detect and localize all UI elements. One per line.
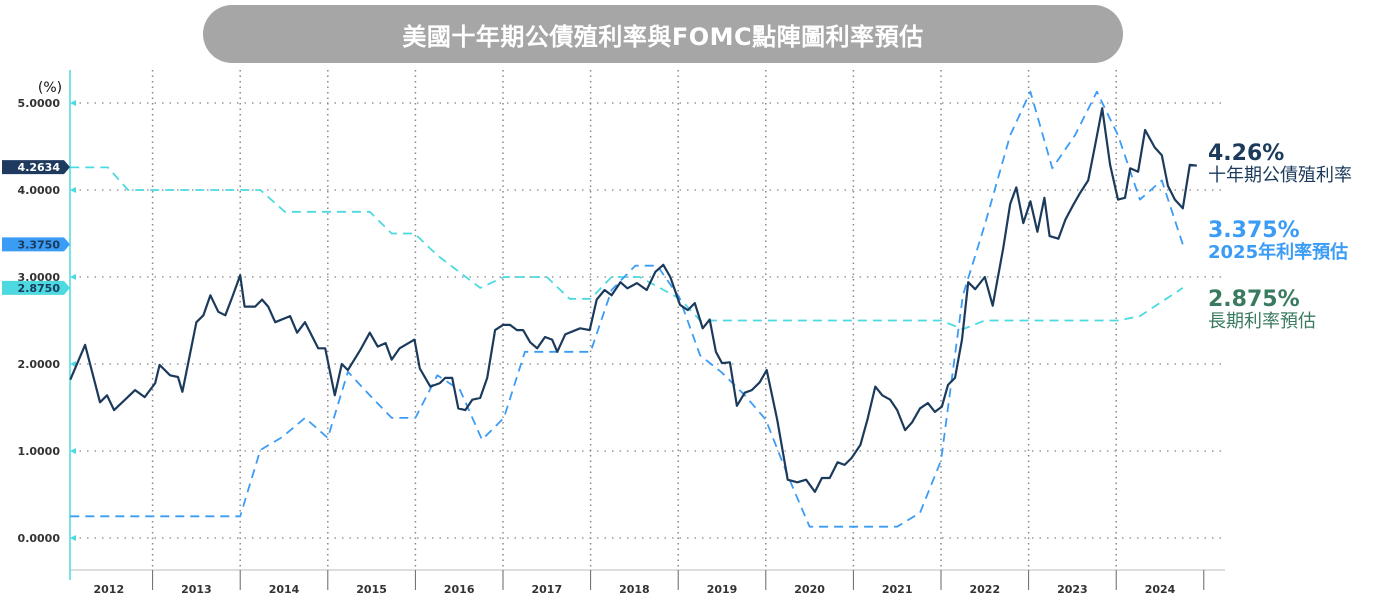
y-tick-marker xyxy=(70,100,76,106)
series-line-2025-projection xyxy=(70,90,1184,528)
y-tick-label: 1.0000 xyxy=(18,445,61,458)
axis-value-marker-label: 2.8750 xyxy=(18,282,61,295)
y-axis-unit: (%) xyxy=(38,80,62,96)
chart-title: 美國十年期公債殖利率與FOMC點陣圖利率預估 xyxy=(402,22,924,51)
axis-value-marker xyxy=(2,160,70,175)
legend-yield-name: 十年期公債殖利率 xyxy=(1208,165,1352,186)
series-line-yield xyxy=(69,107,1197,493)
y-tick-label: 3.0000 xyxy=(18,271,61,284)
x-tick-label: 2015 xyxy=(356,583,387,596)
y-tick-marker xyxy=(70,361,76,367)
axis-value-marker xyxy=(2,237,70,252)
x-tick-label: 2016 xyxy=(444,583,475,596)
x-tick-label: 2014 xyxy=(269,583,300,596)
legend-yield: 4.26% 十年期公債殖利率 xyxy=(1208,142,1352,186)
chart-title-banner: 美國十年期公債殖利率與FOMC點陣圖利率預估 xyxy=(203,5,1123,63)
x-tick-label: 2024 xyxy=(1145,583,1176,596)
x-tick-label: 2020 xyxy=(794,583,825,596)
legend-2025-name: 2025年利率預估 xyxy=(1208,242,1349,263)
legend-yield-value: 4.26% xyxy=(1208,141,1285,166)
y-tick-label: 5.0000 xyxy=(18,97,61,110)
x-tick-label: 2012 xyxy=(93,583,124,596)
x-tick-label: 2021 xyxy=(882,583,913,596)
y-tick-label: 2.0000 xyxy=(18,358,61,371)
y-tick-label: 0.0000 xyxy=(18,532,61,545)
x-tick-label: 2019 xyxy=(707,583,738,596)
legend-longrun-name: 長期利率預估 xyxy=(1208,311,1316,332)
axis-value-marker-label: 4.2634 xyxy=(18,161,61,174)
y-tick-marker xyxy=(70,187,76,193)
legend-longrun: 2.875% 長期利率預估 xyxy=(1208,288,1316,332)
y-tick-label: 4.0000 xyxy=(18,184,61,197)
series-line-longrun-projection xyxy=(70,166,1184,331)
x-tick-label: 2013 xyxy=(181,583,212,596)
x-tick-label: 2022 xyxy=(969,583,1000,596)
y-tick-marker xyxy=(70,535,76,541)
legend-2025: 3.375% 2025年利率預估 xyxy=(1208,219,1348,263)
y-tick-marker xyxy=(70,448,76,454)
legend-2025-value: 3.375% xyxy=(1208,218,1300,243)
legend-longrun-value: 2.875% xyxy=(1208,287,1300,312)
axis-value-marker xyxy=(2,280,70,295)
x-tick-label: 2018 xyxy=(619,583,650,596)
x-tick-label: 2023 xyxy=(1057,583,1088,596)
x-tick-label: 2017 xyxy=(531,583,562,596)
axis-value-marker-label: 3.3750 xyxy=(18,238,61,251)
y-tick-marker xyxy=(70,274,76,280)
